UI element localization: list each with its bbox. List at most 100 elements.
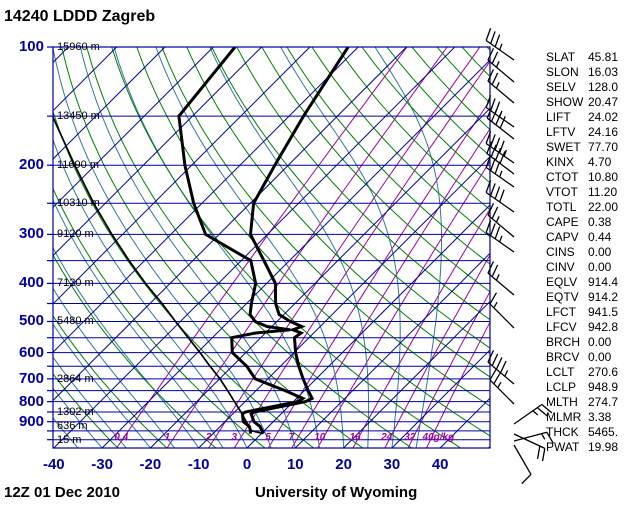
index-label: SLON [546,65,579,79]
index-value: 0.00 [588,335,612,349]
isotherm-line [53,47,262,257]
isotherm-line [198,155,490,448]
index-value: 914.2 [588,290,619,304]
index-value: 274.7 [588,395,619,409]
index-row: CINS 0.00 [546,245,618,260]
isotherm-line [150,107,490,448]
index-label: KINX [546,155,575,169]
moist-adiabat-line [53,199,224,448]
temperature-axis-label: 30 [383,456,401,473]
index-value: 3.38 [588,410,612,424]
index-row: SLAT 45.81 [546,50,618,65]
index-value: 77.70 [588,140,619,154]
moist-adiabat-line [53,356,127,448]
temperature-axis-label: -30 [91,456,113,473]
mixing-ratio-label: 5 [265,432,271,443]
sounding-datetime: 12Z 01 Dec 2010 [4,484,120,501]
isotherm-line [343,300,490,448]
moist-adiabat-line [374,47,442,448]
index-label: CINV [546,260,575,274]
page-title: 14240 LDDD Zagreb [4,8,156,25]
mixing-ratio-label: 0.4 [114,432,129,443]
mixing-ratio-label: 7 [288,432,295,443]
dry-adiabat-line [336,47,490,211]
mixing-ratio-line [384,254,490,448]
index-value: 941.5 [588,305,619,319]
index-label: TOTL [546,200,577,214]
index-row: EQTV 914.2 [546,290,618,305]
index-value: 24.02 [588,110,619,124]
moist-adiabat-line [113,47,320,448]
height-label: 9120 m [57,228,94,241]
plot-area [53,47,490,448]
index-row: MLTH 274.7 [546,395,618,410]
pressure-axis-label: 300 [18,225,44,243]
index-row: CAPV 0.44 [546,230,618,245]
index-row: THCK 5465. [546,425,618,440]
moist-adiabat-line [53,417,79,448]
pressure-axis-label: 400 [18,274,44,292]
index-value: 5465. [588,425,619,439]
dry-adiabat-line [286,47,490,265]
index-label: SWET [546,140,581,154]
mixing-ratio-line [317,160,490,448]
isotherm-line [53,47,311,305]
height-label: 15 m [57,433,82,446]
moist-adiabat-line [53,387,103,448]
isotherm-line [391,349,490,448]
index-label: PWAT [546,440,580,454]
index-value: 0.00 [588,245,612,259]
index-row: LFTV 24.16 [546,125,618,140]
height-label: 15960 m [57,41,100,53]
moist-adiabat-line [280,47,401,448]
wind-barb-column [485,28,554,485]
index-value: 10.80 [588,170,619,184]
pressure-axis-label: 600 [18,343,44,361]
index-row: SLON 16.03 [546,65,618,80]
index-row: LCLT 270.6 [546,365,618,380]
mixing-ratio-line [233,60,490,448]
index-value: 16.03 [588,65,619,79]
index-value: 45.81 [588,50,619,64]
index-row: MLMR 3.38 [546,410,618,425]
index-row: CTOT 10.80 [546,170,618,185]
index-label: SHOW [546,95,584,109]
wind-barb [486,141,515,175]
mixing-ratio-label: 32 [404,432,416,443]
index-row: CAPE 0.38 [546,215,618,230]
dry-adiabat-line [161,47,490,407]
isotherm-line [294,252,490,448]
wind-barb [487,69,515,104]
pressure-axis-label: 200 [18,156,44,174]
wind-barb [487,261,515,296]
index-row: KINX 4.70 [546,155,618,170]
height-label: 1302 m [57,405,94,418]
index-value: 24.16 [588,125,619,139]
temperature-trace [248,47,350,435]
dry-adiabat-line [211,47,490,349]
index-value: 914.4 [588,275,619,289]
wind-barb [513,433,546,462]
height-label: 10310 m [57,197,100,210]
index-row: BRCV 0.00 [546,350,618,365]
index-row: EQLV 914.4 [546,275,618,290]
isotherm-line [53,47,214,209]
station-indices-panel: SLAT 45.81 SLON 16.03 SELV 128.0 SHOW 20.47 LIFT… [546,50,618,455]
dry-adiabat-line [53,373,119,448]
wind-barb [513,403,553,425]
dry-adiabat-line [261,47,490,293]
isotherm-line [246,204,490,448]
index-label: THCK [546,425,579,439]
height-label: 13450 m [57,110,100,123]
index-label: CAPV [546,230,579,244]
index-label: LIFT [546,110,571,124]
isotherm-line [53,47,359,353]
temperature-axis-label: -20 [139,456,162,473]
index-row: CINV 0.00 [546,260,618,275]
dry-adiabat-line [53,109,315,448]
index-label: LFCV [546,320,577,334]
index-row: SELV 128.0 [546,80,618,95]
index-value: 0.38 [588,215,612,229]
mixing-ratio-label: 10 [314,432,326,443]
